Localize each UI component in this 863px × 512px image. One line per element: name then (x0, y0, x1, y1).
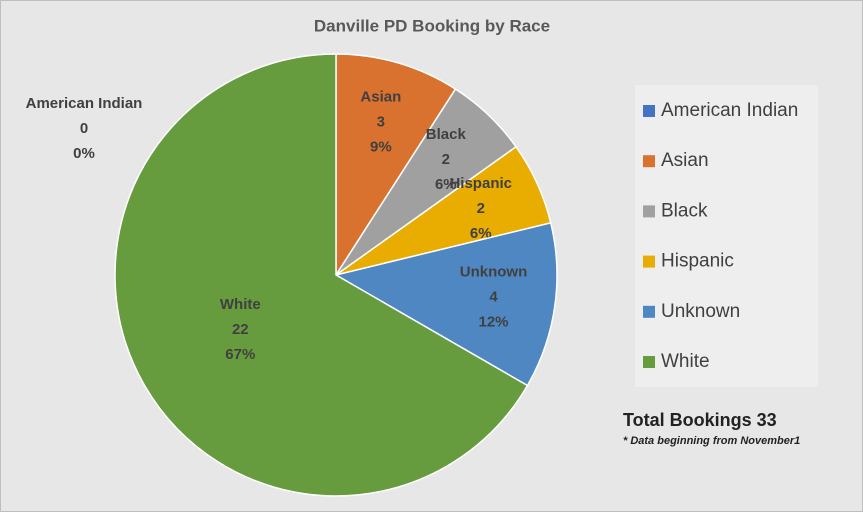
data-label-value: 4 (489, 289, 498, 306)
data-label-name: White (220, 296, 261, 313)
data-label-value: 2 (442, 151, 450, 168)
legend-label: Unknown (661, 301, 740, 322)
data-label-percent: 12% (478, 314, 508, 331)
legend-label: Black (661, 200, 708, 221)
data-label-name: American Indian (26, 95, 143, 112)
data-label-value: 3 (377, 113, 385, 130)
legend-swatch (643, 356, 655, 368)
pie-slice (335, 53, 457, 278)
legend-label: Hispanic (661, 251, 734, 272)
data-label-percent: 67% (225, 346, 255, 363)
legend-label: White (661, 351, 710, 372)
data-label-name: Asian (360, 88, 401, 105)
data-label-value: 0 (80, 120, 88, 137)
legend-swatch (643, 155, 655, 168)
chart-title: Danville PD Booking by Race (314, 16, 550, 35)
pie-slice (334, 221, 558, 387)
data-label-value: 22 (232, 321, 249, 338)
annotation: Total Bookings 33 (623, 410, 777, 430)
data-label-name: Unknown (460, 264, 528, 281)
legend-swatch (643, 255, 655, 268)
data-label-percent: 9% (370, 138, 392, 155)
legend-label: American Indian (661, 100, 798, 121)
data-label-name: Hispanic (449, 175, 512, 192)
annotation: * Data beginning from November1 (623, 435, 800, 447)
legend-box (635, 85, 818, 387)
data-label-name: Black (426, 126, 467, 143)
legend-swatch (643, 205, 655, 218)
data-label-percent: 6% (470, 225, 492, 242)
pie-slice (114, 53, 529, 497)
legend-label: Asian (661, 150, 709, 171)
data-label-value: 2 (477, 200, 485, 217)
legend-swatch (643, 105, 655, 117)
data-label-percent: 6% (435, 176, 457, 193)
legend-swatch (643, 305, 655, 318)
data-label-percent: 0% (73, 145, 95, 162)
